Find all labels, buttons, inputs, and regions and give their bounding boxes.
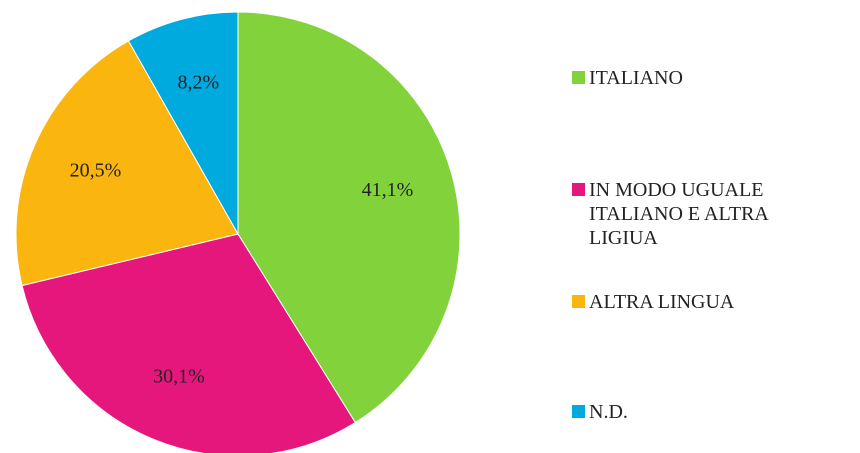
legend-label: ITALIANO — [589, 67, 683, 89]
pie-slice — [237, 11, 461, 424]
legend-entry: ITALIANO — [572, 66, 852, 90]
data-label: 20,5% — [70, 160, 122, 182]
pie-slice — [21, 233, 356, 453]
legend-swatch — [572, 183, 585, 196]
legend-entry: ALTRA LINGUA — [572, 290, 852, 314]
legend-swatch — [572, 71, 585, 84]
pie-slice — [127, 11, 239, 236]
data-label: 8,2% — [178, 71, 220, 93]
legend-entry: N.D. — [572, 400, 852, 424]
pie-slice — [15, 40, 239, 287]
legend-label: IN MODO UGUALE ITALIANO E ALTRA LIGIUA — [589, 179, 768, 249]
legend-swatch — [572, 405, 585, 418]
legend-label: N.D. — [589, 401, 628, 423]
legend-entry: IN MODO UGUALE ITALIANO E ALTRA LIGIUA — [572, 178, 852, 250]
legend-label: ALTRA LINGUA — [589, 291, 735, 313]
data-label: 41,1% — [362, 179, 414, 201]
legend-swatch — [572, 295, 585, 308]
data-label: 30,1% — [153, 365, 205, 387]
